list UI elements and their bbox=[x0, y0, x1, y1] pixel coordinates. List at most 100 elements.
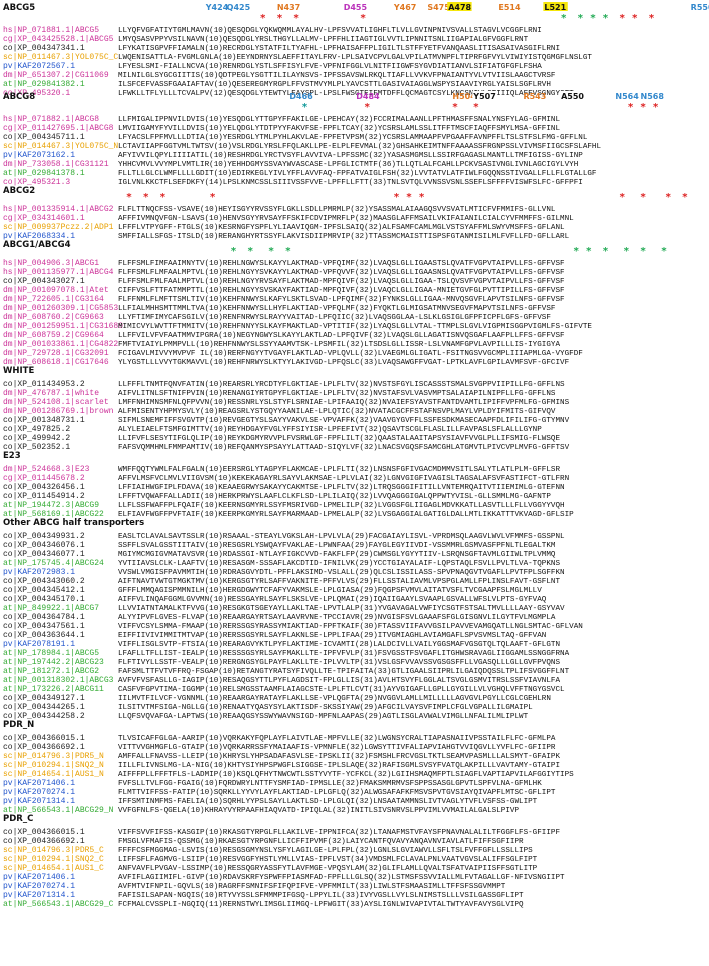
sequence-row: AIFFVLINQAFGGMLGVVMN(10)RESSGAYRLSAYFLSK… bbox=[118, 596, 547, 604]
sequence-label: at|NP_175745.4|ABCG24 bbox=[3, 559, 104, 568]
sequence-row: IILLFLIVNSLMG-LA-NIG(10)KHTYSIYHPSPWGFLS… bbox=[118, 762, 560, 770]
block-title: ABCG5 bbox=[3, 3, 35, 13]
sequence-row: FAFSVQMMHMLFMMPAMTIV(10)REFQANMYSPSAYYLA… bbox=[118, 444, 570, 452]
sequence-row: AFFVLMSFVCLMVLVIIGVSM(10)KEKEKAGAYRLSAYV… bbox=[118, 475, 569, 483]
sequence-label: hs|NP_004906.3|ABCG1 bbox=[3, 259, 99, 268]
sequence-label: co|XP_497825.2 bbox=[3, 425, 70, 434]
sequence-row: ALFMISENTYHPMYSVLY(10)REAGSRLYSTGQYYAANI… bbox=[118, 408, 556, 416]
sequence-row: LFWKLLTFLYLLLTCVALPV(12)QESQDGLYTEWTYLFA… bbox=[118, 90, 574, 98]
sequence-label: co|XP_004349127.1 bbox=[3, 694, 85, 703]
sequence-row: EIFFIIVIVIMMITMTVAP(10)RERSSGSYRLSAYFLAK… bbox=[118, 632, 546, 640]
sequence-row: LFFFLVTPYGFF-FTGLS(10)KESRNGFYSPFLYLIAAV… bbox=[118, 224, 565, 232]
sequence-row: LFYKATISGPVFFIAMALN(10)RECRDGLYSTATFILTY… bbox=[118, 45, 560, 53]
sequence-label: co|XP_004366692.1 bbox=[3, 743, 85, 752]
sequence-row: YVTIIAVSLCLK-LAAFTV(10)RESASGM-SSSAFLAKC… bbox=[118, 560, 560, 568]
sequence-row: LLYFTIMFIMYCAFSGILV(10)RENFNRWYSLRAYYVAI… bbox=[118, 314, 551, 322]
sequence-row: FFFFCSFMGGMAG-LSVIS(10)RESGSGMYNSLYSFYLA… bbox=[118, 847, 533, 855]
sequence-label: at|NP_029841378.1 bbox=[3, 169, 85, 178]
conservation-star: * bbox=[574, 246, 580, 257]
sequence-row: MGIYMCMGIGVMATAVSVR(10)RDASSGI-NTLAYFIGK… bbox=[118, 551, 556, 559]
sequence-label: cg|XP_011427695.1|ABCG8 bbox=[3, 124, 114, 133]
conservation-star: * bbox=[653, 102, 659, 113]
residue-marker: D455 bbox=[344, 3, 368, 12]
sequence-row: SMFFIALLSFGS-ITSLD(10)RERANGHYRTSSYFLAKV… bbox=[118, 233, 570, 241]
sequence-label: at|NP_001318302.1|ABCG3 bbox=[3, 676, 114, 685]
sequence-label: at|NP_173226.2|ABCG11 bbox=[3, 685, 104, 694]
sequence-label: co|XP_004346076.1 bbox=[3, 541, 85, 550]
residue-marker: R543 bbox=[523, 92, 546, 101]
sequence-label: sc|NP_010294.1|SNQ2_C bbox=[3, 855, 104, 864]
conservation-star: * bbox=[620, 13, 626, 24]
sequence-label: cg|XP_043425528.1|ABCG5 bbox=[3, 35, 114, 44]
conservation-star: * bbox=[590, 13, 596, 24]
sequence-label: dm|NP_476787.1|white bbox=[3, 389, 99, 398]
block-title: ABCG1/ABCG4 bbox=[3, 240, 71, 250]
sequence-label: co|XP_011434953.2 bbox=[3, 380, 85, 389]
sequence-row: LIFFSFLFAGMVG-LSIIP(10)RESVGGFYHSTLYMLLV… bbox=[118, 856, 538, 864]
sequence-label: sc|NP_009937Pczz.2|ADP1 bbox=[3, 223, 114, 232]
conservation-star: * bbox=[419, 192, 425, 203]
sequence-label: hs|NP_001335914.1|ABCG2 bbox=[3, 205, 114, 214]
residue-marker: Y507 bbox=[472, 92, 496, 101]
conservation-star: * bbox=[649, 13, 655, 24]
sequence-row: IFFSMTINMFMS-FAELIA(10)SQRHLYYPSLSAYLLAK… bbox=[118, 798, 538, 806]
sequence-label: pv|KAF2078191.1 bbox=[3, 640, 75, 649]
sequence-row: LLIFVFLSESYTIFGLQLIP(10)REYKDGMYRVVPLFVS… bbox=[118, 435, 560, 443]
sequence-label: at|NP_178984.1|ABCG5 bbox=[3, 649, 99, 658]
conservation-star: * bbox=[285, 246, 291, 257]
conservation-star: * bbox=[248, 246, 254, 257]
sequence-row: VVFGFNLFS-QGELA(10)KHRAYVYRPAAFHIAQVATD-… bbox=[118, 807, 519, 815]
sequence-label: co|XP_495321.3 bbox=[3, 178, 70, 187]
sequence-row: LFFFTVQWAFFALLADII(10)HERKPRWYSLAAFLCLKF… bbox=[118, 493, 551, 501]
sequence-row: LFFIAIHWGFIPLFDAVA(10)KEAAEGRWYSAKAYYCAK… bbox=[118, 484, 565, 492]
sequence-label: pv|KAF2071314.1 bbox=[3, 891, 75, 900]
conservation-star: * bbox=[603, 246, 609, 257]
conservation-star: * bbox=[365, 102, 371, 113]
conservation-star: * bbox=[586, 246, 592, 257]
sequence-row: AVFMTVIFNPIL-GQVLS(10)RAGRFFSMNIFSFIFQPI… bbox=[118, 883, 506, 891]
residue-marker: D484 bbox=[356, 92, 380, 101]
sequence-label: co|XP_004344265.1 bbox=[3, 703, 85, 712]
sequence-label: co|XP_001348731.1 bbox=[3, 416, 85, 425]
residue-marker: R550 bbox=[691, 3, 709, 12]
sequence-row: SSFFLSVALGSSTIITAIV(10)RESGSRLYSWQAYFVAK… bbox=[118, 542, 556, 550]
sequence-label: co|XP_004343027.1 bbox=[3, 277, 85, 286]
sequence-row: FLMTTVIFFSS-FATIP(10)SQRKLLYYVYLAYFLAKTI… bbox=[118, 789, 556, 797]
sequence-label: sc|NP_014654.1|AUS1_N bbox=[3, 770, 104, 779]
conservation-star: * bbox=[126, 192, 132, 203]
sequence-row: AIFVLITNLSFTNIFPVIN(10)RENANGIYRTGPYFLGK… bbox=[118, 390, 556, 398]
block-title: E23 bbox=[3, 451, 21, 461]
residue-marker: Q425 bbox=[227, 3, 251, 12]
sequence-row: MILNILGLSYGCGIITIS(10)QDTPEGLYSGTTILILAY… bbox=[118, 72, 556, 80]
sequence-row: FMFTVIAIYLPMMPVLL(10)REHFNNWYSLSSYYAAMVT… bbox=[118, 341, 560, 349]
sequence-label: at|NP_181272.1|ABCG2 bbox=[3, 667, 99, 676]
sequence-label: sc|NP_014654.1|AUS1_C bbox=[3, 864, 104, 873]
sequence-row: ALYYIPVFLGVES-FLVAP(10)REAARGAYRTSAYLAAV… bbox=[118, 614, 556, 622]
sequence-label: co|XP_004364784.1 bbox=[3, 613, 85, 622]
conservation-star: * bbox=[682, 192, 688, 203]
sequence-label: co|XP_004347561.1 bbox=[3, 622, 85, 631]
sequence-label: sc|NP_014796.3|PDR5_C bbox=[3, 846, 104, 855]
conservation-star: * bbox=[260, 13, 266, 24]
sequence-row: YLYGSTLLLVVYTGKMAVVL(10)REHFNRWYSLKTYYLA… bbox=[118, 359, 570, 367]
residue-marker: N437 bbox=[277, 3, 300, 12]
sequence-row: LCTAVIIAPFGGTVMLTWTSV(10)VSLRDGLYRSLFFQL… bbox=[118, 143, 601, 151]
sequence-label: sc|NP_011467.3|YOL075C_C bbox=[3, 53, 118, 62]
conservation-star: * bbox=[666, 192, 672, 203]
conservation-star: * bbox=[143, 192, 149, 203]
block-title: WHITE bbox=[3, 366, 34, 376]
sequence-row: SIFMLSNEMFIFFSVGVTP(10)REVGEGTYSLSAYYVAK… bbox=[118, 417, 570, 425]
sequence-label: pv|KAF2070274.1 bbox=[3, 788, 75, 797]
sequence-label: dm|NP_729728.1|CG32091 bbox=[3, 349, 109, 358]
sequence-label: pv|KAF2071314.1 bbox=[3, 797, 75, 806]
sequence-row: LMFFNHIMNSMFNLQFPVVN(10)RESSNRLYSLSTYFLS… bbox=[118, 399, 570, 407]
sequence-label: at|NP_197442.2|ABCG23 bbox=[3, 658, 104, 667]
sequence-row: FLFFSMLFMLFAALMPTVL(10)REHLNGYYRVSAYFLAK… bbox=[118, 278, 565, 286]
sequence-label: co|XP_495320.1 bbox=[3, 89, 70, 98]
sequence-label: dm|NP_608759.2|CG9664 bbox=[3, 331, 104, 340]
sequence-label: hs|NP_001135977.1|ABCG4 bbox=[3, 268, 114, 277]
sequence-label: co|XP_004366015.1 bbox=[3, 734, 85, 743]
sequence-label: dm|NP_524108.1|scarlet bbox=[3, 398, 109, 407]
sequence-label: dm|NP_001286769.1|brown bbox=[3, 407, 114, 416]
sequence-row: CIFFVSLFTTFATMMPTTL(10)REHLNGYYSVSKAYFAK… bbox=[118, 287, 565, 295]
